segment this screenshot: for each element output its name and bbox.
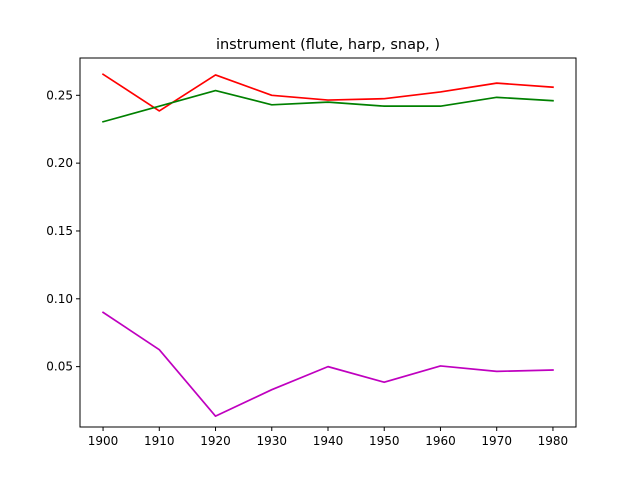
y-tick-label: 0.20 (46, 156, 73, 170)
series-line-2 (101, 311, 554, 417)
x-tick-label: 1900 (88, 434, 119, 448)
x-tick-label: 1950 (369, 434, 400, 448)
chart-title: instrument (flute, harp, snap, ) (216, 37, 440, 53)
x-tick-label: 1960 (425, 434, 456, 448)
x-tick-label: 1930 (256, 434, 287, 448)
y-tick-label: 0.15 (46, 224, 73, 238)
x-tick-label: 1920 (200, 434, 231, 448)
y-axis: 0.05 0.10 0.15 0.20 0.25 (46, 88, 80, 374)
y-tick-label: 0.05 (46, 360, 73, 374)
x-tick-label: 1940 (313, 434, 344, 448)
y-tick-label: 0.25 (46, 88, 73, 102)
y-tick-label: 0.10 (46, 292, 73, 306)
x-tick-label: 1970 (481, 434, 512, 448)
series-line-0 (101, 73, 554, 112)
x-tick-label: 1980 (538, 434, 569, 448)
x-tick-label: 1910 (144, 434, 175, 448)
x-axis: 1900 1910 1920 1930 1940 1950 1960 1970 1980 (88, 427, 568, 448)
series-layer (101, 73, 554, 417)
series-line-1 (102, 89, 554, 123)
